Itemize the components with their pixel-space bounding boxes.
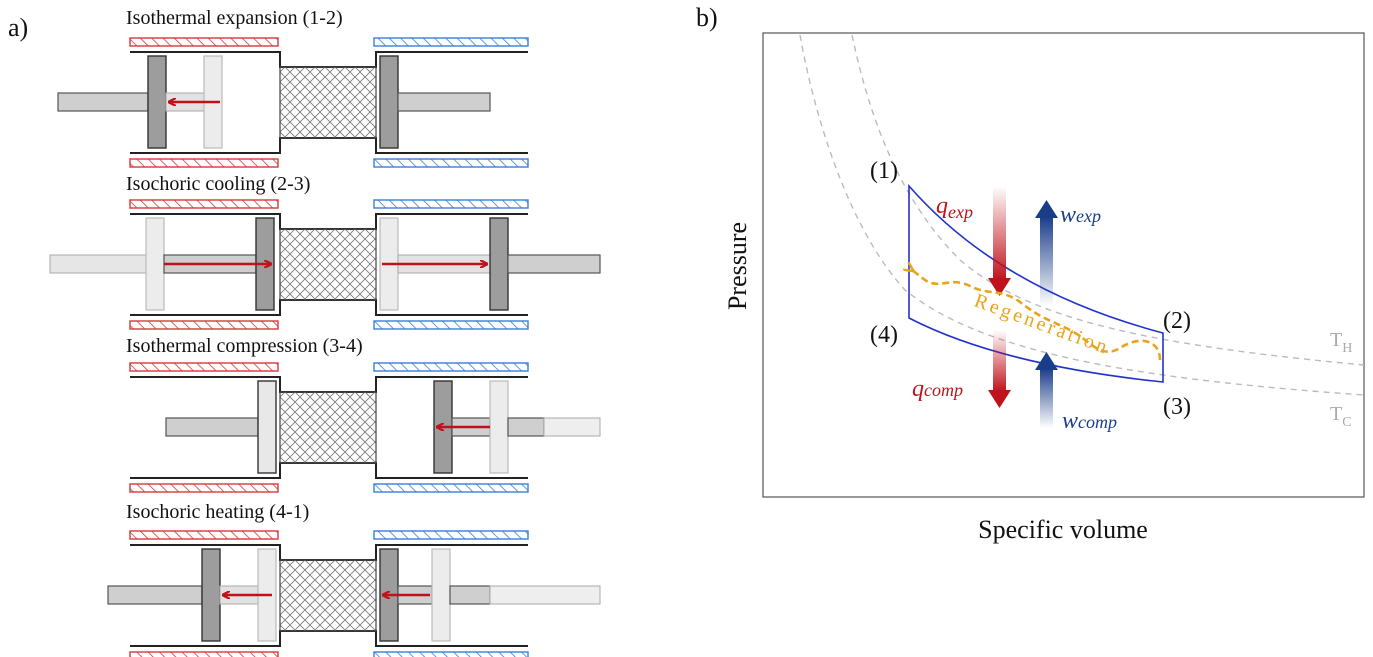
hot-isotherm (851, 34, 1365, 366)
regeneration-arrow (912, 270, 1162, 361)
q-comp-arrow-head (988, 390, 1011, 408)
stage-isothermal-compression: Isothermal compression (3-4) (126, 335, 601, 493)
q-exp-arrow-head (988, 278, 1011, 296)
cold-piston-rod (397, 92, 491, 112)
q-exp-label: qexp (936, 193, 973, 222)
w-exp-arrow-shaft (1040, 216, 1053, 306)
w-comp-arrow-shaft (1040, 368, 1053, 428)
state-3-label: (3) (1163, 394, 1191, 420)
state-1-label: (1) (870, 158, 898, 184)
ghost-rod (49, 254, 147, 274)
stage-title: Isothermal expansion (1-2) (126, 7, 343, 29)
hot-piston-rod (107, 585, 203, 605)
tc-label: TC (1330, 403, 1352, 430)
w-exp-arrow-head (1035, 200, 1058, 218)
cold-piston (379, 55, 399, 149)
stage-isothermal-expansion: Isothermal expansion (1-2) (57, 7, 529, 168)
stage-isochoric-cooling: Isochoric cooling (2-3) (49, 173, 601, 330)
hot-piston (147, 55, 167, 149)
stirling-cycle-path (908, 183, 1164, 383)
cold-isotherm (799, 34, 1365, 396)
x-axis-label: Specific volume (978, 515, 1148, 544)
hot-piston-rod (165, 417, 259, 437)
state-4-label: (4) (870, 322, 898, 348)
hot-piston (257, 380, 277, 474)
ghost-rod (489, 585, 601, 605)
stage-title: Isothermal compression (3-4) (126, 335, 363, 357)
w-exp-label: wexp (1060, 202, 1101, 228)
q-comp-arrow-shaft (993, 330, 1006, 392)
ghost-piston (145, 217, 165, 311)
stage-isochoric-heating: Isochoric heating (4-1) (107, 501, 601, 657)
cold-piston (489, 217, 509, 311)
ghost-piston (489, 380, 509, 474)
hot-piston (201, 548, 221, 642)
w-comp-label: wcomp (1062, 408, 1117, 434)
q-exp-arrow-shaft (993, 186, 1006, 280)
state-2-label: (2) (1163, 308, 1191, 334)
ghost-piston (431, 548, 451, 642)
cold-piston-rod (449, 585, 491, 605)
cold-piston-rod (507, 254, 601, 274)
ghost-rod (543, 417, 601, 437)
q-comp-label: qcomp (912, 376, 963, 402)
w-comp-arrow-head (1035, 352, 1058, 370)
cold-piston-rod (507, 417, 545, 437)
stage-title: Isochoric heating (4-1) (126, 501, 309, 523)
th-label: TH (1330, 329, 1352, 356)
y-axis-label: Pressure (723, 222, 752, 310)
hot-piston-rod (57, 92, 149, 112)
stage-title: Isochoric cooling (2-3) (126, 173, 310, 195)
pv-plot-frame (762, 32, 1365, 498)
panel-b-label: b) (696, 3, 718, 32)
panel-a-label: a) (8, 13, 28, 42)
